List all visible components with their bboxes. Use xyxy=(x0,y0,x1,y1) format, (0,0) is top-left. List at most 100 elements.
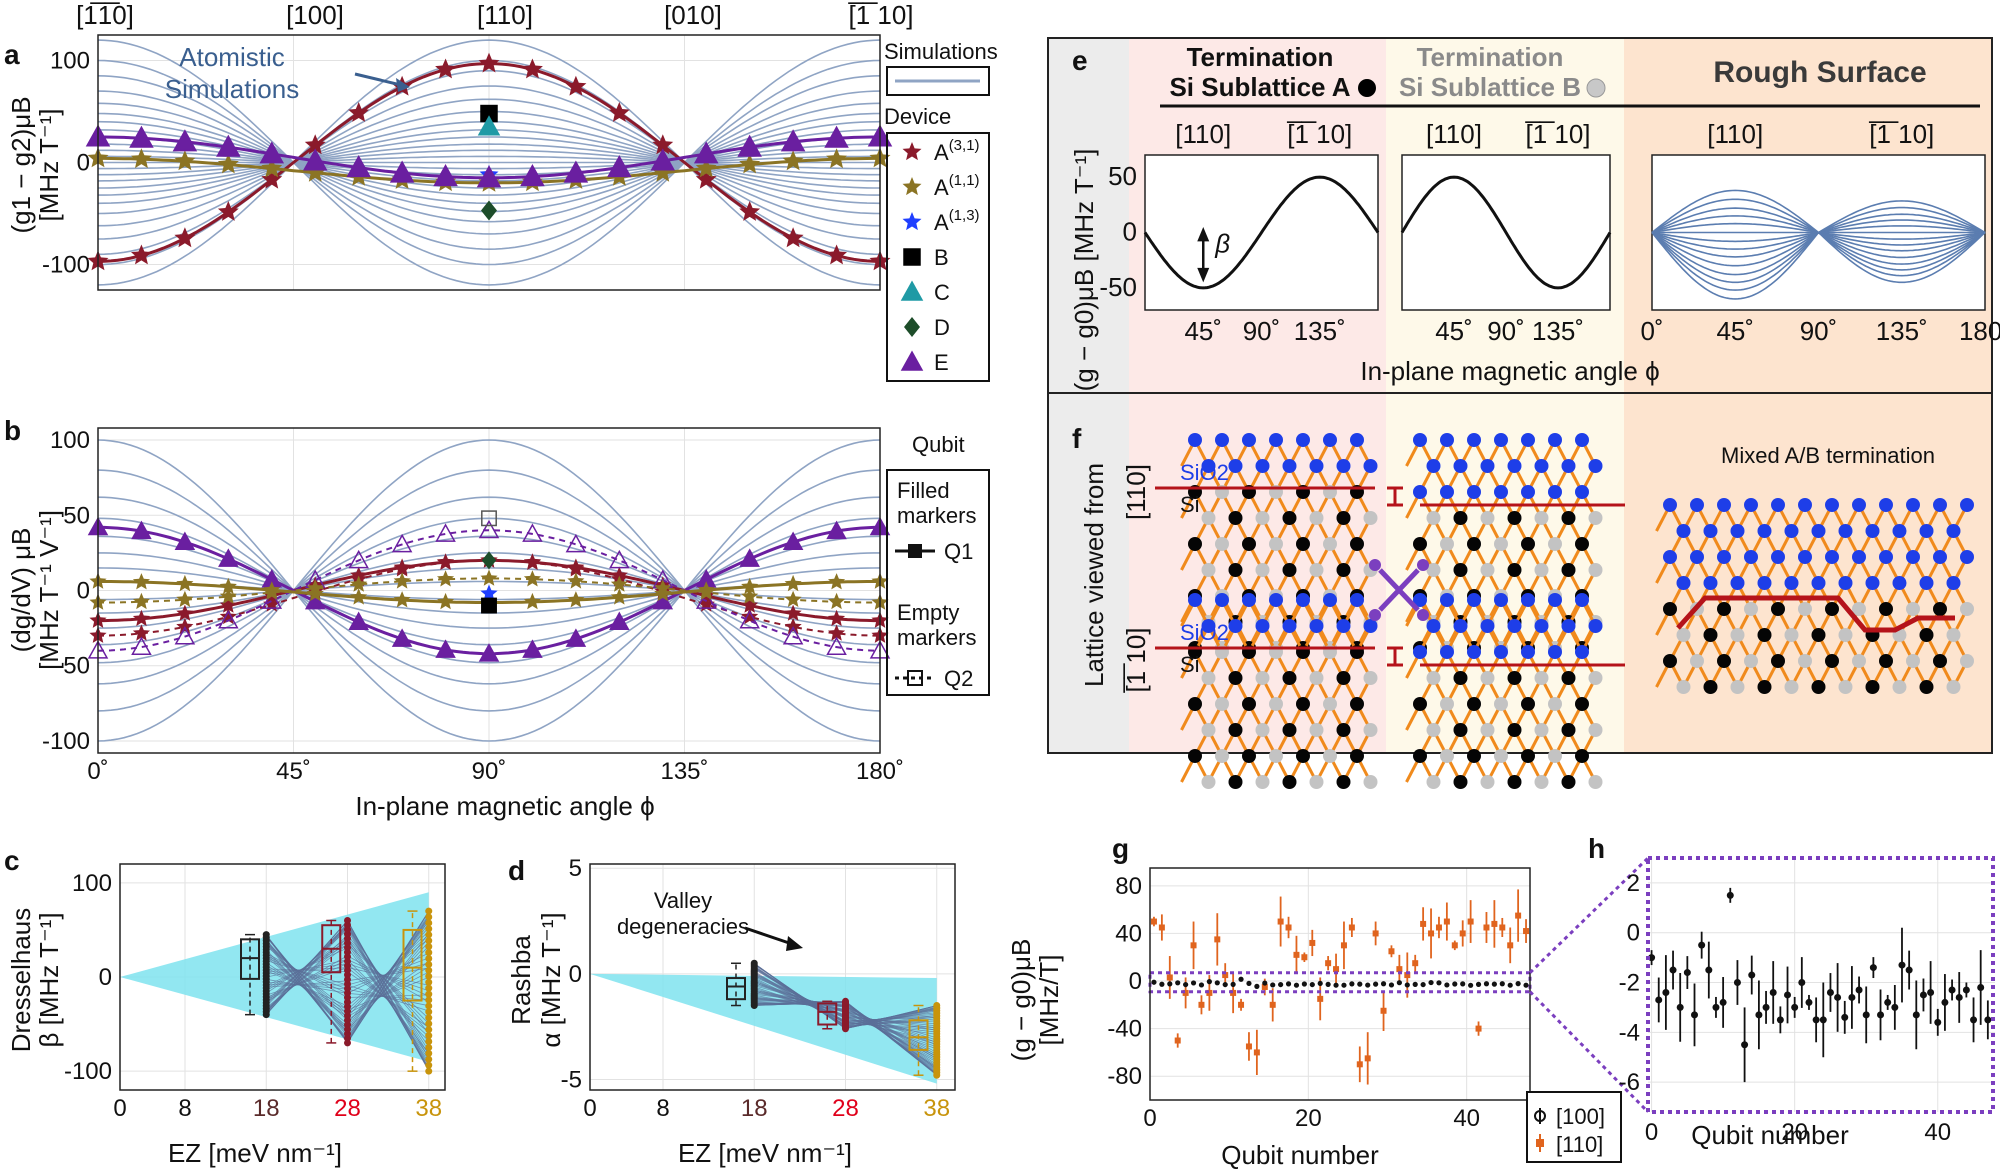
panel-a: a [1̅1̅0] [100] [110] [010] [̅1̅ 10] (g1… xyxy=(4,0,998,382)
data-point-110 xyxy=(1523,928,1530,935)
lattice-atom xyxy=(1906,550,1920,564)
lattice-atom xyxy=(1296,593,1310,607)
data-point-110 xyxy=(1396,966,1403,973)
legend-label-A(3,1): A(3,1) xyxy=(934,137,980,165)
lattice-atom xyxy=(1879,654,1893,668)
atomistic-annotation-line2: Simulations xyxy=(165,74,299,104)
data-point-E xyxy=(563,160,589,183)
lattice-atom xyxy=(1201,775,1216,789)
data-point-A(1,1) Q1 xyxy=(132,573,150,590)
y-tick-label: -6 xyxy=(1619,1069,1640,1096)
data-point-100 xyxy=(1905,966,1913,974)
data-point-100 xyxy=(1499,981,1505,987)
lattice-atom xyxy=(1413,537,1427,551)
lattice-atom xyxy=(1744,498,1758,512)
lattice-atom xyxy=(1717,654,1731,668)
valley-arrow xyxy=(744,926,796,947)
lattice-atom xyxy=(1242,593,1256,607)
plot-area xyxy=(1150,868,1530,1100)
lattice-atom xyxy=(1946,680,1961,694)
simulation-curve xyxy=(98,552,880,629)
lattice-row-label-neg110: [̅1̅ 10] xyxy=(1121,627,1151,693)
data-point-A(3,1) xyxy=(478,52,500,73)
sub-top-label: [̅1̅ 10] xyxy=(1868,119,1934,149)
legend-label-B: B xyxy=(934,245,949,270)
lattice-atom xyxy=(1588,775,1603,789)
data-point xyxy=(425,913,433,921)
lattice-atom xyxy=(1575,433,1589,447)
data-point-110 xyxy=(1285,924,1292,931)
lattice-atom xyxy=(1663,550,1677,564)
x-tick-label: 90˚ xyxy=(1243,316,1281,346)
lattice-atom xyxy=(1960,498,1974,512)
data-point-A(1,1) Q1 xyxy=(219,577,237,594)
lattice-atom xyxy=(1413,749,1427,763)
lattice-atom xyxy=(1690,654,1704,668)
data-point-A(3,1) Q2 xyxy=(784,617,802,635)
data-point-E xyxy=(302,148,328,171)
lattice-atom xyxy=(1350,433,1364,447)
data-point-E xyxy=(129,125,154,148)
lattice-atom xyxy=(1838,628,1853,642)
lattice-atom xyxy=(1269,697,1283,711)
lattice-atom xyxy=(1255,511,1270,525)
data-point xyxy=(425,1043,433,1051)
lattice-atom xyxy=(1440,485,1454,499)
data-point-E Q2 xyxy=(739,610,760,629)
lattice-atom xyxy=(1494,697,1508,711)
lattice-atom xyxy=(1588,563,1603,577)
data-point-A(3,1) xyxy=(217,201,239,221)
lattice-atom xyxy=(1548,749,1562,763)
lattice-atom xyxy=(1588,511,1603,525)
lattice-atom xyxy=(1521,485,1535,499)
data-point-E Q2 xyxy=(348,549,369,569)
data-point-110 xyxy=(1325,960,1332,967)
data-point-100 xyxy=(1962,986,1970,994)
panel-a-top-labels: [1̅1̅0] [100] [110] [010] [̅1̅ 10] xyxy=(76,0,913,30)
data-point-110 xyxy=(1388,948,1395,955)
x-tick-label: 8 xyxy=(656,1095,669,1122)
data-point-A(3,1) xyxy=(522,58,543,79)
lattice-atom xyxy=(1507,511,1522,525)
lattice-atom xyxy=(1255,671,1270,685)
data-point-E xyxy=(607,155,632,178)
panel-a-ylabel-1: (g1 − g2)μB xyxy=(6,96,36,233)
legend-empty-1: Empty xyxy=(897,600,959,625)
lattice-atom xyxy=(1336,671,1351,685)
data-point xyxy=(425,1020,433,1028)
series-curve-E Q2 xyxy=(97,529,881,652)
panel-e-ylabel: (g − g0)μB [MHz T⁻¹] xyxy=(1069,149,1099,392)
lattice-atom xyxy=(1467,593,1481,607)
lattice-atom xyxy=(1426,723,1441,737)
panel-h-xlabel: Qubit number xyxy=(1691,1120,1849,1150)
data-point xyxy=(425,1061,433,1069)
lattice-atom xyxy=(1282,723,1297,737)
lattice-atom xyxy=(1336,775,1351,789)
data-point-A(3,1) xyxy=(739,201,761,221)
legend-g-box xyxy=(1526,1091,1622,1163)
lattice-atom xyxy=(1467,485,1481,499)
data-point-100 xyxy=(1762,1003,1770,1011)
lattice-atom xyxy=(1933,550,1947,564)
data-point xyxy=(425,937,433,945)
lattice-atom xyxy=(1521,697,1535,711)
sublattice-b-dot xyxy=(1586,78,1606,98)
lattice-atom xyxy=(1771,550,1785,564)
x-tick-label: 40 xyxy=(1924,1119,1951,1146)
data-point-110 xyxy=(1491,920,1498,927)
lattice-atom xyxy=(1467,433,1481,447)
data-point xyxy=(425,925,433,933)
data-point-100 xyxy=(1175,980,1181,986)
lattice-atom xyxy=(1906,602,1920,616)
data-point-E Q2 xyxy=(218,610,239,629)
data-point-100 xyxy=(1776,1016,1784,1024)
lattice-atom xyxy=(1309,723,1324,737)
data-point-E Q2 xyxy=(826,636,847,656)
data-point-100 xyxy=(1507,982,1513,988)
data-point-A(1,1) xyxy=(304,161,326,182)
legend-qubit-box xyxy=(886,469,990,696)
data-point-100 xyxy=(1884,998,1892,1006)
y-tick-label: -40 xyxy=(1107,1016,1142,1043)
linear-fit-band xyxy=(590,973,937,1084)
data-point-100 xyxy=(1655,996,1663,1004)
